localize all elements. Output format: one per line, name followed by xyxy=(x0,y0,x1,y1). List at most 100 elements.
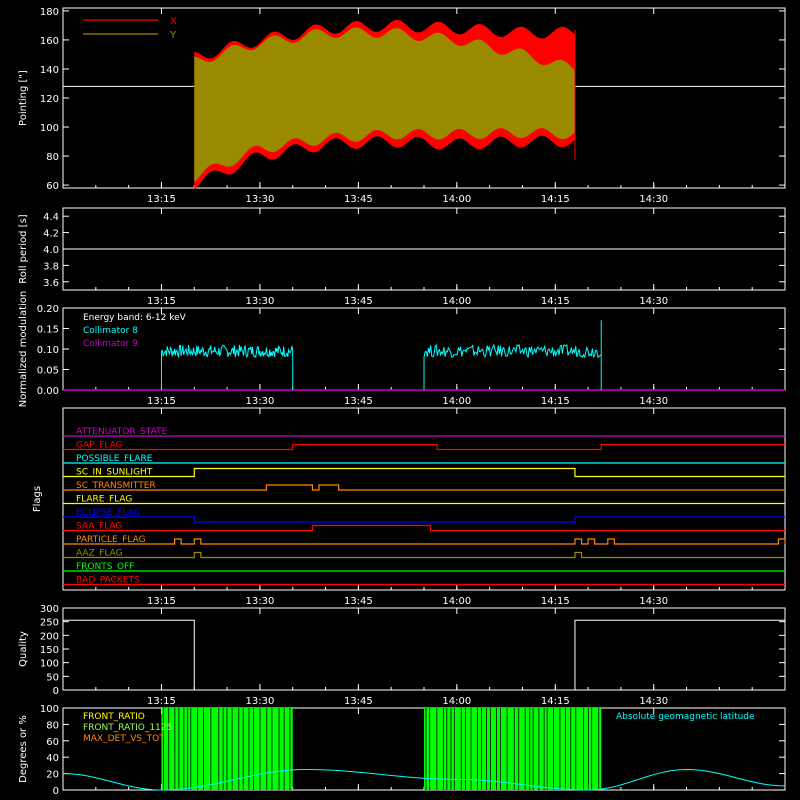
y-tick-label: 40 xyxy=(46,753,59,764)
x-tick-label: 14:00 xyxy=(442,696,471,707)
y-tick-label: 100 xyxy=(40,659,59,670)
x-tick-label: 14:15 xyxy=(541,396,570,407)
x-tick-label: 13:45 xyxy=(344,396,373,407)
flag-label: AAZ_FLAG xyxy=(76,549,123,559)
y-tick-label: 200 xyxy=(40,631,59,642)
flag-label: FRONTS_OFF xyxy=(76,562,134,572)
x-tick-label: 13:15 xyxy=(147,296,176,307)
y-tick-label: 0.10 xyxy=(37,345,59,356)
flag-label: PARTICLE_FLAG xyxy=(76,535,146,545)
x-tick-label: 13:30 xyxy=(245,396,274,407)
x-tick-label: 13:45 xyxy=(344,696,373,707)
x-tick-label: 13:45 xyxy=(344,296,373,307)
y-tick-label: 50 xyxy=(46,672,59,683)
legend-label: X xyxy=(170,16,177,27)
y-tick-label: 3.6 xyxy=(43,278,59,289)
x-tick-label: 14:15 xyxy=(541,296,570,307)
quality-trace xyxy=(63,619,786,691)
flag-trace xyxy=(63,484,785,491)
flag-trace xyxy=(63,443,785,451)
x-tick-label: 14:30 xyxy=(639,296,668,307)
front-ratio-bars xyxy=(424,708,602,790)
legend-label: FRONT_RATIO xyxy=(83,712,145,722)
flag-trace xyxy=(63,467,785,478)
y-tick-label: 60 xyxy=(46,737,59,748)
y-tick-label: 160 xyxy=(40,36,59,47)
y-tick-label: 0 xyxy=(53,686,59,697)
x-tick-label: 13:45 xyxy=(344,194,373,205)
collimator-8-trace xyxy=(160,344,294,390)
y-tick-label: 0.20 xyxy=(37,304,59,315)
x-tick-label: 14:00 xyxy=(442,194,471,205)
y-axis-label: Degrees or % xyxy=(18,715,29,783)
y-tick-label: 4.2 xyxy=(43,229,59,240)
flag-trace xyxy=(63,551,785,559)
y-tick-label: 80 xyxy=(46,720,59,731)
legend-label: MAX_DET_VS_TOT xyxy=(83,734,165,744)
x-tick-label: 14:30 xyxy=(639,696,668,707)
y-tick-label: 3.8 xyxy=(43,261,59,272)
x-tick-label: 14:00 xyxy=(442,396,471,407)
y-axis-label: Roll period [s] xyxy=(18,214,29,283)
energy-band-annotation: Energy band: 6-12 keV xyxy=(83,313,187,323)
flag-label: SC_IN_SUNLIGHT xyxy=(76,468,153,478)
x-tick-label: 14:00 xyxy=(442,296,471,307)
x-tick-label: 14:15 xyxy=(541,194,570,205)
y-axis-label: Normalized modulation xyxy=(18,291,29,408)
flag-trace xyxy=(63,516,785,523)
legend-label: FRONT_RATIO_1125 xyxy=(83,723,172,733)
x-tick-label: 13:30 xyxy=(245,696,274,707)
flag-label: POSSIBLE_FLARE xyxy=(76,454,153,464)
x-tick-label: 13:15 xyxy=(147,696,176,707)
x-tick-label: 13:30 xyxy=(245,194,274,205)
x-tick-label: 13:30 xyxy=(245,596,274,607)
y-tick-label: 140 xyxy=(40,65,59,76)
x-tick-label: 14:15 xyxy=(541,696,570,707)
x-tick-label: 14:00 xyxy=(442,596,471,607)
y-tick-label: 0 xyxy=(53,786,59,797)
x-tick-label: 13:15 xyxy=(147,396,176,407)
y-tick-label: 180 xyxy=(40,7,59,18)
y-axis-label: Pointing ["] xyxy=(18,70,29,126)
y-tick-label: 80 xyxy=(46,152,59,163)
y-tick-label: 0.00 xyxy=(37,386,59,397)
flag-label: GAP_FLAG xyxy=(76,441,122,451)
pointing-area-Y xyxy=(194,27,575,182)
panel-frame xyxy=(62,407,786,591)
y-tick-label: 60 xyxy=(46,181,59,192)
flag-label: SC_TRANSMITTER xyxy=(76,481,156,491)
y-tick-label: 4.4 xyxy=(43,212,59,223)
x-tick-label: 14:15 xyxy=(541,596,570,607)
y-tick-label: 250 xyxy=(40,618,59,629)
x-tick-label: 13:15 xyxy=(147,194,176,205)
x-tick-label: 13:30 xyxy=(245,296,274,307)
y-tick-label: 100 xyxy=(40,704,59,715)
legend-label: Y xyxy=(169,30,177,41)
collimator-8-trace xyxy=(423,320,602,390)
flag-label: ATTENUATOR_STATE xyxy=(76,427,168,437)
y-tick-label: 0.15 xyxy=(37,325,59,336)
flag-label: FLARE_FLAG xyxy=(76,495,132,505)
x-tick-label: 13:15 xyxy=(147,596,176,607)
flag-label: BAD_PACKETS xyxy=(76,576,140,586)
flag-label: ECLIPSE_FLAG xyxy=(76,508,140,518)
y-tick-label: 300 xyxy=(40,604,59,615)
y-tick-label: 4.0 xyxy=(43,245,59,256)
x-tick-label: 13:45 xyxy=(344,596,373,607)
flag-trace xyxy=(63,538,786,545)
y-tick-label: 150 xyxy=(40,645,59,656)
x-tick-label: 14:30 xyxy=(639,194,668,205)
legend-collimator-9: Collimator 9 xyxy=(83,339,138,349)
y-axis-label: Flags xyxy=(32,486,43,512)
y-tick-label: 120 xyxy=(40,94,59,105)
x-tick-label: 14:30 xyxy=(639,596,668,607)
x-tick-label: 14:30 xyxy=(639,396,668,407)
flag-trace xyxy=(63,524,785,532)
geomagnetic-latitude-line xyxy=(62,769,786,791)
y-tick-label: 100 xyxy=(40,123,59,134)
legend-collimator-8: Collimator 8 xyxy=(83,326,138,336)
y-tick-label: 20 xyxy=(46,770,59,781)
latitude-annotation: Absolute geomagnetic latitude xyxy=(616,712,755,722)
y-axis-label: Quality xyxy=(18,631,29,667)
